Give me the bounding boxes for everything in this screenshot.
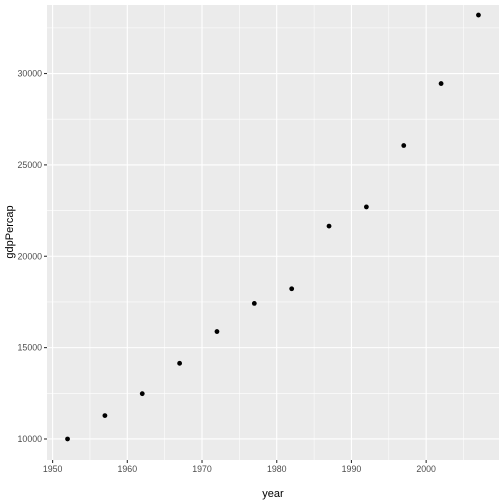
data-point bbox=[363, 204, 369, 210]
y-axis-ticks: 10000 15000 20000 25000 30000 bbox=[18, 69, 47, 444]
y-axis-title: gdpPercap bbox=[4, 205, 16, 258]
data-point bbox=[139, 391, 145, 397]
x-tick-label: 2000 bbox=[416, 464, 436, 474]
data-point bbox=[65, 436, 70, 442]
y-tick-label: 30000 bbox=[18, 69, 43, 79]
y-tick-label: 15000 bbox=[18, 343, 43, 353]
major-gridlines bbox=[47, 5, 499, 460]
data-point bbox=[251, 300, 257, 306]
data-point bbox=[438, 81, 444, 86]
data-point bbox=[177, 360, 183, 366]
data-point bbox=[326, 223, 332, 229]
x-axis-ticks: 1950 1960 1970 1980 1990 2000 bbox=[43, 460, 436, 474]
data-points bbox=[65, 12, 481, 442]
data-point bbox=[476, 12, 481, 18]
x-tick-label: 1950 bbox=[43, 464, 63, 474]
data-point bbox=[214, 329, 220, 334]
x-tick-label: 1980 bbox=[267, 464, 287, 474]
minor-gridlines bbox=[47, 5, 499, 460]
y-tick-label: 10000 bbox=[18, 434, 43, 444]
plot-panel bbox=[47, 5, 499, 460]
data-point bbox=[401, 143, 407, 148]
y-tick-label: 20000 bbox=[18, 251, 43, 261]
data-point bbox=[289, 286, 295, 292]
x-tick-label: 1960 bbox=[118, 464, 138, 474]
x-axis-title: year bbox=[262, 488, 284, 500]
x-tick-label: 1990 bbox=[342, 464, 362, 474]
data-point bbox=[102, 413, 108, 418]
x-tick-label: 1970 bbox=[192, 464, 212, 474]
y-tick-label: 25000 bbox=[18, 160, 43, 170]
